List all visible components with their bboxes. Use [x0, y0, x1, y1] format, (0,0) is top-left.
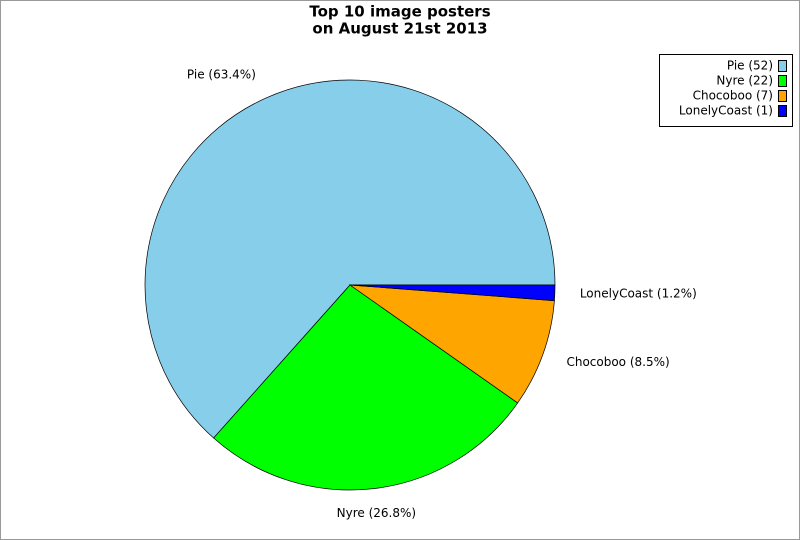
- legend-swatch: [778, 60, 787, 72]
- pie-slice: [213, 284, 519, 491]
- slice-label: Pie (63.4%): [187, 68, 256, 82]
- legend-label: Chocoboo (7): [693, 89, 773, 103]
- legend-swatch: [778, 75, 787, 87]
- slice-label: LonelyCoast (1.2%): [580, 286, 697, 300]
- pie-slice: [349, 284, 556, 302]
- legend-label: Pie (52): [727, 59, 773, 73]
- slice-label: Chocoboo (8.5%): [566, 355, 669, 369]
- pie-slice: [144, 79, 556, 439]
- legend-swatch: [778, 105, 787, 117]
- legend-label: Nyre (22): [716, 74, 773, 88]
- chart-title: Top 10 image posters: [309, 3, 490, 21]
- legend-box: [659, 54, 793, 127]
- pie-slice: [348, 284, 555, 404]
- slice-label: Nyre (26.8%): [337, 506, 416, 520]
- legend-swatch: [778, 90, 787, 102]
- chart-subtitle: on August 21st 2013: [312, 20, 487, 38]
- legend-label: LonelyCoast (1): [679, 104, 773, 118]
